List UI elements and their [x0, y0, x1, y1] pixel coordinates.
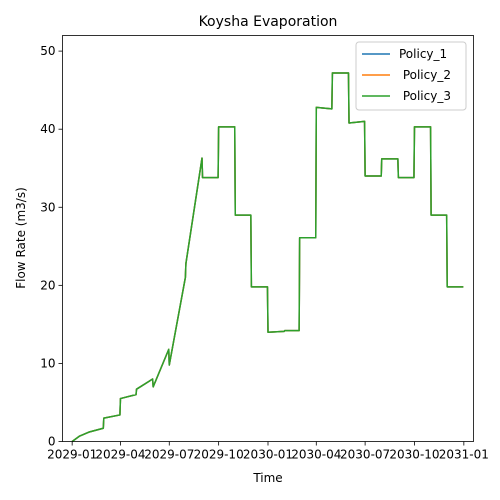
x-axis-label: Time: [252, 471, 282, 485]
x-tick-label: 2029-10: [194, 448, 244, 462]
y-tick-label: 40: [40, 122, 55, 136]
x-tick-label: 2029-04: [95, 448, 145, 462]
legend-label: Policy_3: [399, 89, 451, 103]
x-tick-label: 2029-01: [47, 448, 97, 462]
legend-box: [355, 41, 467, 111]
y-tick-label: 50: [40, 44, 55, 58]
y-tick-label: 30: [40, 200, 55, 214]
y-tick-label: 0: [48, 435, 56, 449]
y-tick-label: 20: [40, 278, 55, 292]
legend-label: Policy_1: [399, 47, 447, 61]
y-axis-ticks: 0 10 20 30 40 50: [40, 44, 63, 449]
legend: Policy_1 Policy_2 Policy_3: [355, 41, 467, 111]
x-tick-label: 2030-10: [389, 448, 439, 462]
y-axis-label: Flow Rate (m3/s): [14, 187, 28, 289]
x-tick-label: 2029-07: [144, 448, 194, 462]
x-tick-label: 2030-07: [340, 448, 390, 462]
x-tick-label: 2031-01: [439, 448, 489, 462]
series-line-3: [71, 72, 464, 443]
x-tick-label: 2030-04: [291, 448, 341, 462]
y-tick-label: 10: [40, 356, 55, 370]
chart-title: Koysha Evaporation: [199, 14, 338, 30]
x-tick-label: 2030-01: [243, 448, 293, 462]
legend-label: Policy_2: [399, 68, 451, 82]
series-lines: [71, 72, 464, 443]
